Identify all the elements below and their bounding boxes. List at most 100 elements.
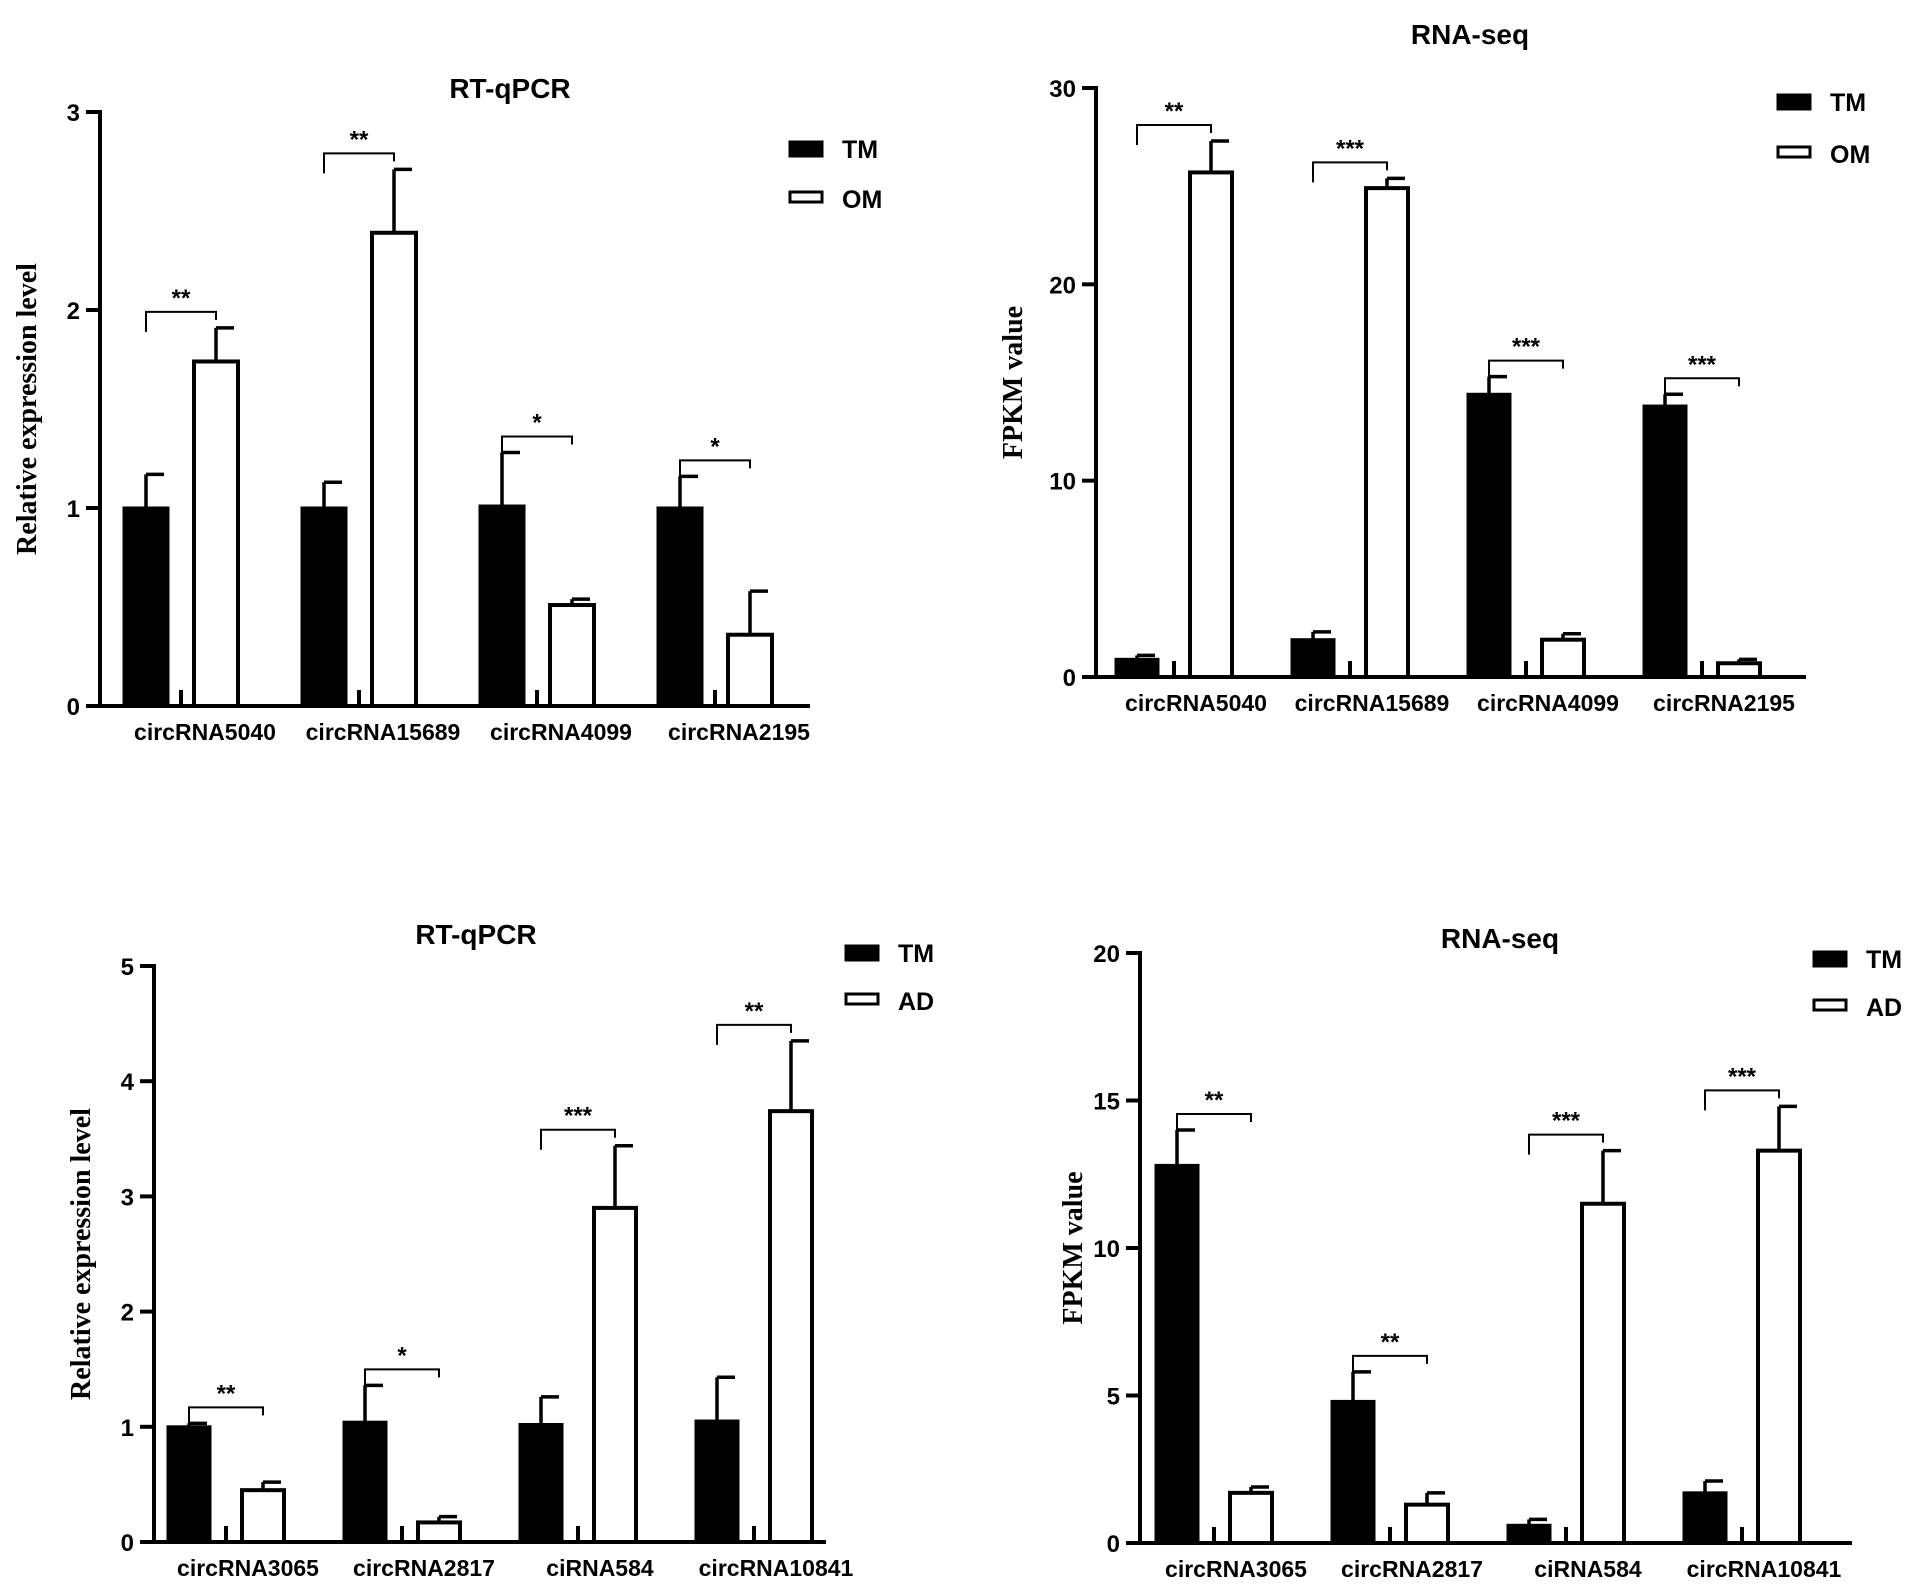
significance-label: *** (564, 1103, 593, 1130)
significance-bracket (540, 1128, 616, 1150)
bar-om (726, 632, 774, 708)
bar-om (370, 230, 418, 708)
bar-tm (1506, 1523, 1552, 1545)
x-tick-label: circRNA3065 (177, 1555, 319, 1581)
bar-tm (122, 506, 170, 708)
y-tick-label: 0 (1063, 665, 1076, 692)
chart-title: RT-qPCR (415, 919, 536, 950)
y-tick-label: 0 (1107, 1531, 1120, 1558)
significance-label: *** (1688, 351, 1717, 378)
bar-om (548, 603, 596, 709)
y-tick-label: 15 (1093, 1089, 1120, 1116)
significance-label: *** (1728, 1063, 1757, 1090)
bar-ad (1404, 1502, 1450, 1546)
legend-label: OM (1830, 141, 1870, 169)
bar-tm (1466, 392, 1512, 679)
y-axis-label: FPKM value (1058, 1171, 1089, 1324)
significance-label: *** (1512, 334, 1541, 361)
significance-label: ** (745, 998, 764, 1025)
significance-bracket (1528, 1133, 1604, 1155)
bar-ad (592, 1205, 638, 1545)
x-tick-label: circRNA15689 (1295, 690, 1450, 716)
legend-label: TM (842, 136, 878, 164)
legend-swatch-tm (1776, 93, 1812, 111)
significance-bracket (1136, 124, 1212, 146)
legend-label: TM (1830, 89, 1866, 117)
significance-label: ** (1381, 1329, 1400, 1356)
bar-ad (416, 1520, 462, 1545)
y-axis-label: Relative expression level (12, 263, 43, 555)
significance-bracket (679, 459, 751, 481)
x-tick-label: circRNA2195 (668, 719, 810, 745)
chart-title: RT-qPCR (449, 73, 570, 104)
significance-label: ** (1205, 1087, 1224, 1114)
significance-bracket (1704, 1089, 1780, 1111)
bar-om (192, 359, 240, 708)
x-tick-label: circRNA10841 (699, 1555, 854, 1581)
significance-bracket (323, 152, 395, 174)
significance-bracket (1176, 1113, 1252, 1134)
significance-bracket (145, 310, 217, 332)
legend-label: TM (1866, 946, 1902, 974)
x-tick-label: circRNA2195 (1653, 690, 1795, 716)
y-tick-label: 4 (121, 1069, 135, 1096)
legend-swatch-om (788, 190, 824, 204)
bar-ad (1228, 1490, 1274, 1545)
legend-swatch-ad (844, 992, 880, 1006)
significance-bracket (716, 1023, 792, 1045)
significance-label: ** (217, 1380, 236, 1407)
y-tick-label: 0 (121, 1530, 134, 1557)
y-tick-label: 0 (67, 694, 80, 721)
y-tick-label: 20 (1049, 272, 1076, 299)
y-tick-label: 1 (121, 1415, 134, 1442)
bar-tm (300, 506, 348, 708)
x-tick-label: circRNA10841 (1687, 1556, 1842, 1582)
bar-om (1540, 637, 1586, 679)
x-tick-label: circRNA4099 (1477, 690, 1619, 716)
y-axis-label: FPKM value (998, 306, 1029, 459)
y-tick-label: 3 (121, 1184, 134, 1211)
significance-bracket (501, 435, 573, 457)
significance-bracket (1352, 1354, 1428, 1376)
significance-label: ** (350, 126, 369, 153)
bar-ad (1756, 1148, 1802, 1546)
significance-bracket (188, 1406, 264, 1428)
significance-label: *** (1552, 1108, 1581, 1135)
bar-tm (518, 1422, 564, 1544)
y-tick-label: 2 (67, 298, 80, 325)
x-tick-label: circRNA2817 (1341, 1556, 1483, 1582)
legend-label: TM (898, 940, 934, 968)
bar-tm (1682, 1491, 1728, 1545)
x-tick-label: circRNA5040 (1125, 690, 1267, 716)
significance-label: ** (1165, 98, 1184, 125)
x-tick-label: circRNA4099 (490, 719, 632, 745)
legend-swatch-tm (788, 140, 824, 158)
bar-tm (1290, 638, 1336, 679)
significance-label: * (532, 410, 542, 437)
bar-om (1716, 661, 1762, 679)
bar-tm (1154, 1163, 1200, 1545)
significance-bracket (364, 1368, 440, 1390)
x-tick-label: ciRNA584 (1534, 1556, 1642, 1582)
legend-swatch-ad (1812, 998, 1848, 1012)
significance-label: *** (1336, 135, 1365, 162)
y-tick-label: 5 (1107, 1384, 1120, 1411)
legend-swatch-tm (844, 944, 880, 962)
y-tick-label: 5 (121, 954, 134, 981)
y-axis-label: Relative expression level (66, 1108, 97, 1400)
significance-bracket (1312, 161, 1388, 183)
x-tick-label: ciRNA584 (546, 1555, 654, 1581)
significance-label: * (710, 433, 720, 460)
y-tick-label: 3 (67, 100, 80, 127)
significance-bracket (1664, 377, 1740, 399)
chart-title: RNA-seq (1441, 923, 1559, 954)
bar-ad (768, 1109, 814, 1544)
bar-om (1188, 170, 1234, 679)
significance-label: * (397, 1342, 407, 1369)
significance-bracket (1488, 359, 1564, 381)
chart-title: RNA-seq (1411, 19, 1529, 50)
bar-ad (1580, 1201, 1626, 1545)
bar-tm (342, 1420, 388, 1544)
y-tick-label: 30 (1049, 76, 1076, 103)
